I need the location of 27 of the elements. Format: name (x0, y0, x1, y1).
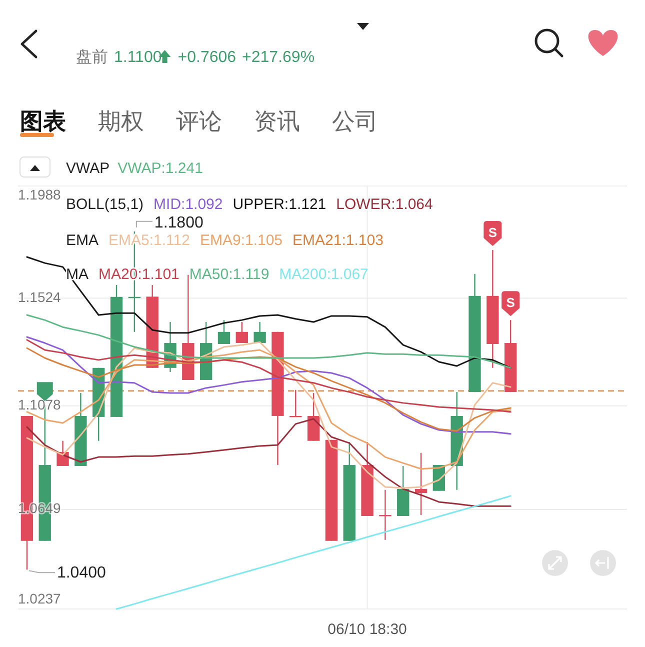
text: MID:1.092 (154, 196, 223, 213)
annotation: BOLL(15,1) (66, 196, 144, 213)
y-tick-label: 1.1988 (18, 186, 62, 203)
text: 期权 (98, 108, 144, 134)
text: LOWER:1.064 (336, 196, 433, 213)
text: 评论 (176, 108, 222, 134)
x-tick-label: 06/10 18:30 (328, 621, 407, 638)
chart-subtitle: 盘前 1.1100 +0.7606 +217.69% (76, 48, 315, 66)
text: EMA21:1.103 (292, 232, 384, 249)
y-tick-label: 1.1524 (18, 288, 62, 305)
text: 公司 (332, 108, 378, 134)
text: UPPER:1.121 (232, 196, 326, 213)
text: MA50:1.119 (189, 266, 270, 283)
text: VWAP:1.241 (118, 160, 203, 177)
text: MA200:1.067 (279, 266, 368, 283)
annotation: EMA (66, 232, 99, 249)
y-tick-label: 1.0649 (18, 500, 62, 516)
annotation: S (488, 225, 498, 240)
text: VWAP (66, 160, 110, 177)
annotation: 1.1800 (154, 214, 204, 232)
text: EMA9:1.105 (200, 232, 283, 249)
text: 资讯 (254, 108, 300, 134)
y-tick-label: 1.1078 (18, 396, 62, 413)
annotation: S (506, 295, 516, 310)
y-tick-label: 1.0237 (18, 590, 62, 607)
annotation: 1.0400 (56, 564, 106, 582)
text: 图表 (20, 108, 66, 134)
